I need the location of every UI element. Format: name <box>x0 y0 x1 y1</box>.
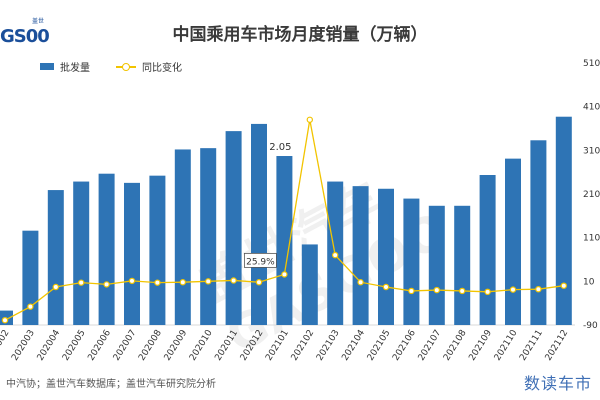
right-tick-label-310: 310 <box>583 146 600 156</box>
bar-202101 <box>276 156 293 325</box>
right-tick-label-10: 10 <box>583 277 595 287</box>
bar-202012 <box>251 123 267 325</box>
yoy-point-202103 <box>332 251 339 259</box>
bar-202102 <box>301 244 318 325</box>
yoy-point-202012 <box>255 279 263 286</box>
chart-legend: 批发量 同比变化 <box>40 59 182 74</box>
right-tick-label-210: 210 <box>583 190 600 200</box>
bar-202009 <box>174 149 191 325</box>
yoy-point-202112 <box>560 282 568 289</box>
yoy-point-202003 <box>27 303 34 310</box>
x-tick-label-202105: 202105 <box>366 328 393 362</box>
bar-202104 <box>352 186 369 325</box>
bar-202110 <box>505 158 521 325</box>
bar-202109 <box>479 175 496 325</box>
yoy-point-202002 <box>1 316 9 324</box>
bar-202008 <box>149 175 166 325</box>
yoy-point-202006 <box>103 281 110 288</box>
yoy-point-202110 <box>509 286 517 293</box>
x-tick-label-202106: 202106 <box>391 328 418 363</box>
x-tick-label-202112: 202112 <box>544 328 571 362</box>
x-tick-label-202004: 202004 <box>36 328 63 363</box>
bar-202005 <box>73 181 90 325</box>
x-tick-label-202007: 202007 <box>112 328 139 362</box>
legend-item-bar: 批发量 <box>40 59 90 74</box>
yoy-point-202105 <box>382 283 390 291</box>
bar-202003 <box>22 230 39 325</box>
yoy-point-202106 <box>408 287 415 295</box>
yoy-point-202104 <box>357 279 364 286</box>
bar-data-label: 2.05 <box>269 142 291 153</box>
right-tick-label-110: 110 <box>583 234 600 244</box>
x-tick-label-202010: 202010 <box>188 328 215 363</box>
x-tick-label-202006: 202006 <box>86 328 113 363</box>
x-tick-label-202104: 202104 <box>340 328 367 363</box>
yoy-point-202109 <box>484 288 491 296</box>
bar-202006 <box>98 173 115 325</box>
yoy-point-202008 <box>154 279 161 286</box>
logo-small-text: 盖世 <box>32 18 45 25</box>
yoy-point-202101 <box>281 271 288 278</box>
yoy-point-202011 <box>230 277 237 284</box>
x-tick-label-202003: 202003 <box>10 328 37 362</box>
x-tick-label-202111: 202111 <box>518 328 545 362</box>
x-tick-label-202009: 202009 <box>163 328 190 363</box>
yoy-point-202005 <box>77 279 85 286</box>
bar-202011 <box>225 131 242 325</box>
x-tick-label-202011: 202011 <box>213 328 240 362</box>
bar-202105 <box>378 188 394 325</box>
yoy-point-202102 <box>306 116 313 123</box>
x-tick-label-202103: 202103 <box>315 328 342 362</box>
yoy-point-202111 <box>535 285 542 293</box>
yoy-point-202107 <box>433 286 440 294</box>
bar-202106 <box>403 198 420 325</box>
yoy-data-label: 25.9% <box>246 257 275 267</box>
yoy-data-label-box <box>243 252 277 268</box>
bar-202111 <box>530 140 547 325</box>
right-tick-label-410: 410 <box>583 103 600 113</box>
yoy-point-202004 <box>52 283 60 291</box>
yoy-point-202009 <box>179 279 186 286</box>
x-tick-label-202102: 202102 <box>290 328 317 362</box>
gasgoo-logo: 盖世 GS00 <box>0 8 60 48</box>
legend-bar-swatch <box>40 63 54 70</box>
x-tick-label-202109: 202109 <box>467 328 494 363</box>
source-note: 中汽协；盖世汽车数据库；盖世汽车研究院分析 <box>6 379 216 390</box>
x-tick-label-202005: 202005 <box>61 328 88 362</box>
legend-line-swatch <box>116 62 136 72</box>
legend-line-label: 同比变化 <box>142 63 182 74</box>
right-tick-label-510: 510 <box>583 59 600 69</box>
yoy-point-202108 <box>459 287 466 295</box>
legend-item-line: 同比变化 <box>116 59 182 74</box>
x-tick-label-202108: 202108 <box>442 328 469 363</box>
brand-logo: 数读车市 <box>523 374 592 393</box>
bar-202108 <box>454 205 471 325</box>
bar-202112 <box>555 116 572 326</box>
bar-202010 <box>200 148 217 325</box>
x-tick-label-202110: 202110 <box>493 328 520 363</box>
x-tick-label-202107: 202107 <box>417 328 444 362</box>
yoy-point-202010 <box>204 278 212 285</box>
chart-title: 中国乘用车市场月度销量（万辆） <box>172 25 428 45</box>
bar-202107 <box>428 205 445 325</box>
x-tick-label-202012: 202012 <box>239 328 266 362</box>
bar-202007 <box>124 182 140 325</box>
yoy-point-202007 <box>128 277 136 285</box>
logo-text: GS00 <box>0 26 50 47</box>
legend-bar-label: 批发量 <box>60 63 90 74</box>
right-tick-label--90: -90 <box>583 321 598 331</box>
x-tick-label-202008: 202008 <box>137 328 164 363</box>
x-tick-label-202101: 202101 <box>264 328 291 362</box>
bar-202004 <box>47 190 64 325</box>
